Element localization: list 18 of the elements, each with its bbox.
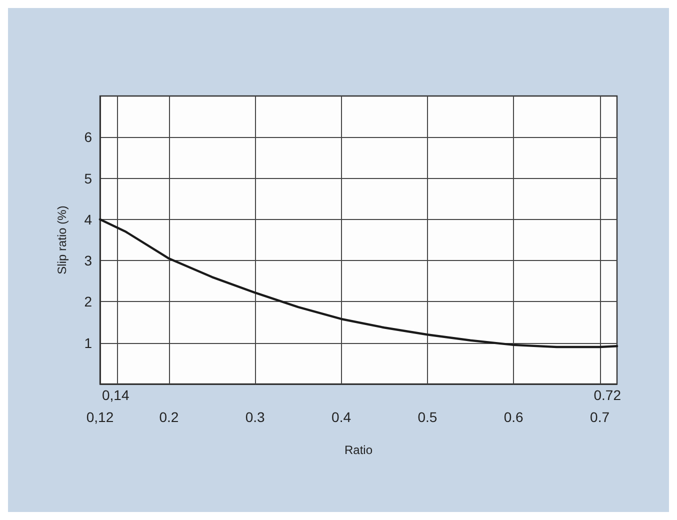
x-axis-title: Ratio bbox=[344, 443, 373, 457]
line-series bbox=[98, 218, 618, 348]
y-tick-label: 2 bbox=[84, 294, 92, 310]
y-tick-label: 6 bbox=[84, 129, 92, 146]
text: 0.72 bbox=[594, 387, 622, 403]
y-tick-label: 5 bbox=[84, 170, 92, 186]
x-tick-label: 0.5 bbox=[418, 409, 438, 425]
x-tick-label: 0.4 bbox=[332, 409, 352, 425]
y-tick-label: 3 bbox=[84, 252, 92, 269]
x-tick-label: 0.2 bbox=[159, 409, 179, 425]
x-tick-label: 0,12 bbox=[86, 409, 114, 425]
y-axis-title: Slip ratio (%) bbox=[55, 206, 69, 274]
text: 0,14 bbox=[102, 387, 130, 403]
y-tick-label: 4 bbox=[84, 211, 92, 228]
x-tick-label: 0.7 bbox=[590, 409, 610, 425]
x-tick-label: 0.3 bbox=[245, 409, 266, 425]
y-tick-label: 1 bbox=[84, 334, 92, 351]
x-tick-label: 0.6 bbox=[504, 409, 524, 425]
